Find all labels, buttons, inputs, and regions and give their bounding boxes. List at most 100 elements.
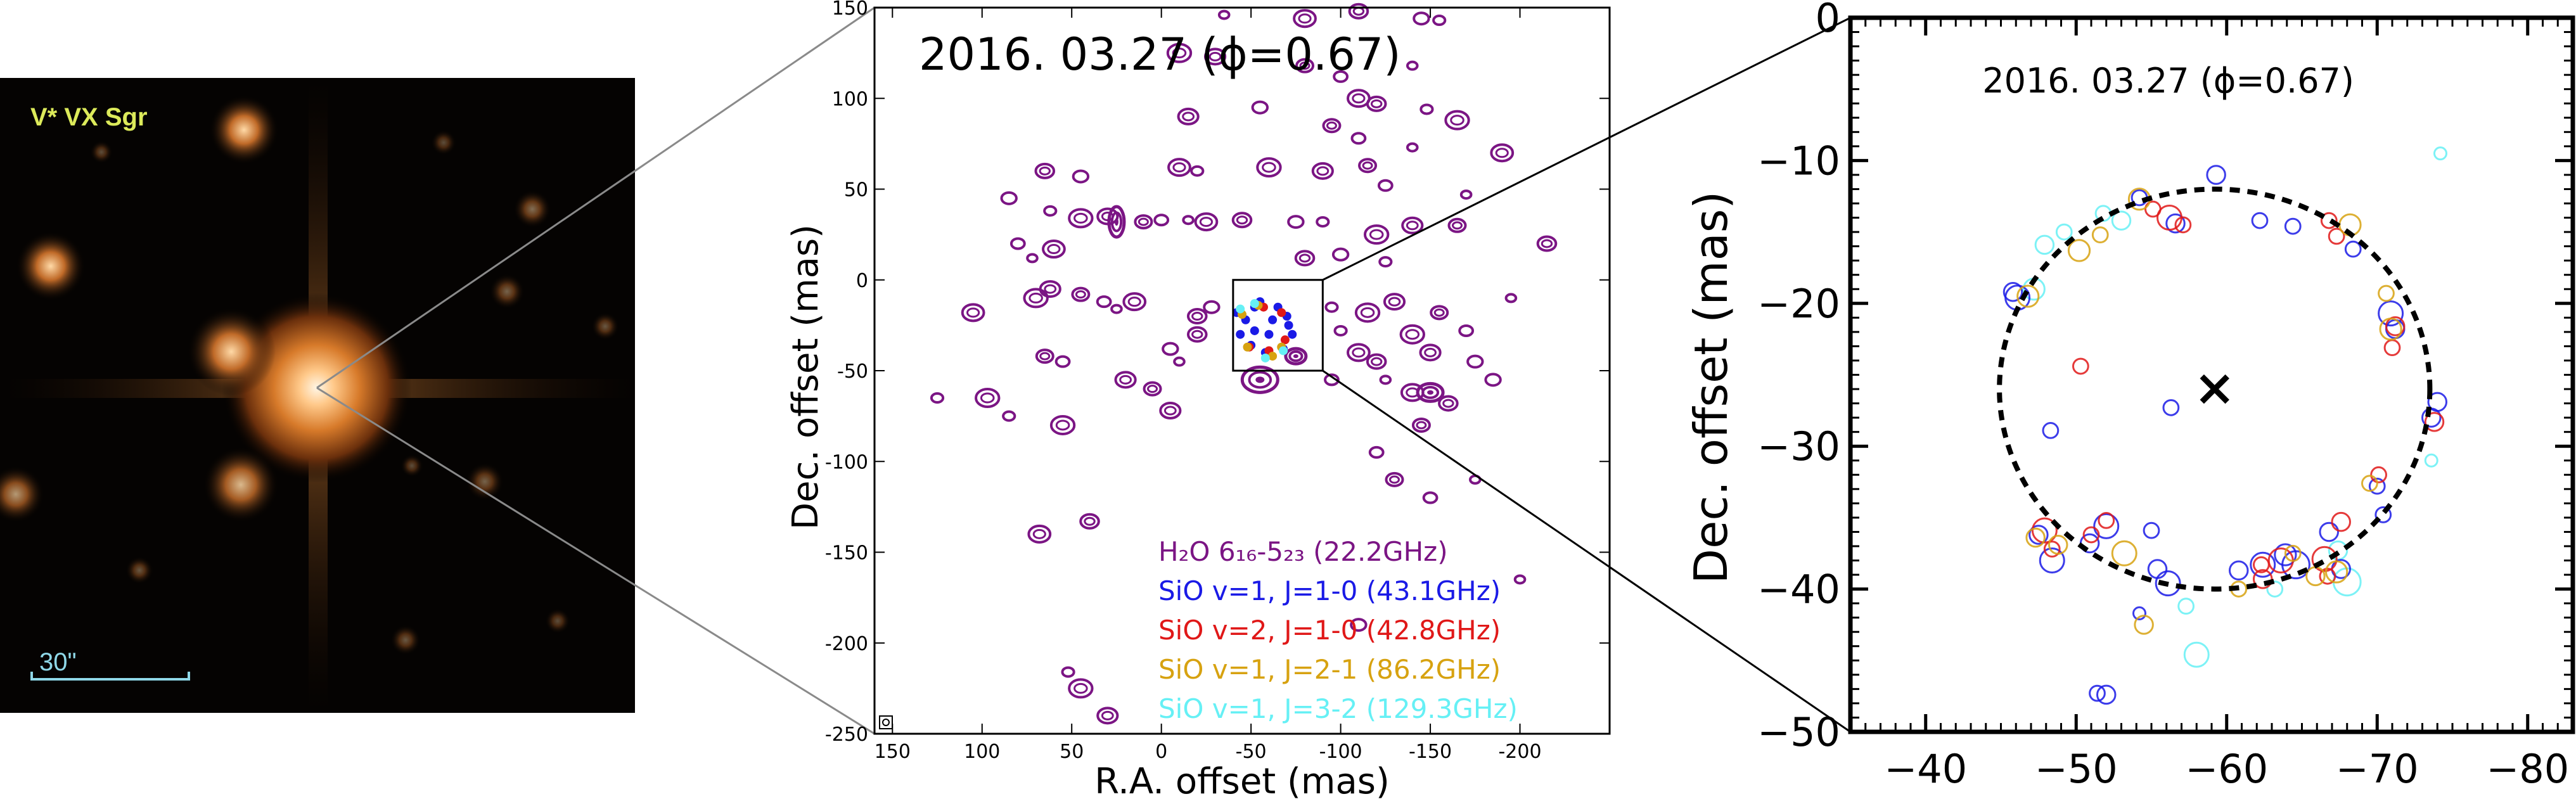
zoom-y-tick-label: −10 <box>1757 138 1840 184</box>
sio-maser-spot <box>2385 316 2406 336</box>
h2o-maser-spot <box>1114 371 1137 389</box>
sio-overview-spot <box>1260 353 1270 362</box>
sio-maser-spot <box>2039 547 2065 574</box>
beam-ellipse <box>882 719 890 726</box>
h2o-maser-spot <box>1401 216 1424 234</box>
h2o-maser-spot <box>1177 107 1200 125</box>
h2o-maser-spot <box>1447 217 1467 233</box>
h2o-maser-spot <box>961 303 985 323</box>
h2o-maser-spot <box>1322 118 1342 134</box>
sio-maser-spot <box>2143 521 2160 539</box>
h2o-maser-spot <box>1490 143 1515 163</box>
legend-entry: SiO v=1, J=3-2 (129.3GHz) <box>1158 693 1518 724</box>
sio-overview-spot <box>1277 308 1286 317</box>
overview-x-tick-label: -150 <box>1409 741 1452 763</box>
sio-maser-spot <box>2284 217 2302 235</box>
overview-y-tick-label: -200 <box>825 633 868 655</box>
sio-maser-spot <box>2055 223 2073 241</box>
sio-maser-spot <box>2305 566 2326 587</box>
sio-maser-spot <box>2155 570 2181 597</box>
h2o-maser-spot <box>1444 110 1470 131</box>
h2o-maser-spot <box>1324 301 1339 313</box>
sio-maser-spot <box>2319 521 2339 542</box>
sio-maser-spot <box>2266 580 2284 598</box>
sio-overview-spot <box>1279 346 1288 355</box>
legend-entry: SiO v=1, J=1-0 (43.1GHz) <box>1158 575 1501 606</box>
h2o-maser-spot <box>1167 158 1191 177</box>
sio-maser-spot <box>2134 615 2154 635</box>
h2o-maser-spot <box>1000 191 1018 205</box>
h2o-maser-spot <box>1026 253 1039 264</box>
sio-maser-spot <box>2274 543 2297 566</box>
sio-maser-spot <box>2370 466 2387 483</box>
sio-maser-spot <box>2368 477 2386 495</box>
overview-x-tick-label: -100 <box>1319 741 1362 763</box>
h2o-maser-spot <box>1203 48 1227 66</box>
h2o-maser-spot <box>1042 240 1066 259</box>
sio-maser-spot <box>2250 551 2276 578</box>
sio-maser-spot <box>2031 517 2058 544</box>
h2o-maser-spot <box>1350 618 1368 632</box>
sio-maser-spot <box>2093 513 2120 539</box>
h2o-maser-spot <box>1256 157 1282 178</box>
h2o-maser-spot <box>1513 574 1527 585</box>
sio-maser-spot <box>2034 234 2055 255</box>
h2o-maser-spot <box>1422 491 1439 504</box>
h2o-maser-spot <box>1366 353 1387 370</box>
zoom-x-tick-label: −70 <box>2336 746 2419 792</box>
h2o-maser-spot <box>1251 100 1269 115</box>
h2o-maser-spot <box>1377 179 1394 192</box>
h2o-maser-spot <box>1009 237 1026 250</box>
h2o-maser-spot <box>1166 42 1193 63</box>
legend-entry: SiO v=2, J=1-0 (42.8GHz) <box>1158 615 1501 646</box>
h2o-maser-spot <box>1143 381 1162 397</box>
overview-y-tick-label: 0 <box>856 270 868 292</box>
h2o-maser-spot <box>1411 417 1431 433</box>
sio-overview-spot <box>1250 298 1259 308</box>
h2o-maser-spot <box>1190 165 1205 177</box>
zoom-y-tick-label: −40 <box>1757 566 1840 613</box>
sio-maser-spot <box>2229 560 2249 581</box>
zoom-y-tick-label: −50 <box>1757 709 1840 755</box>
zoom-x-tick-label: −50 <box>2035 746 2118 792</box>
sio-maser-spot <box>2002 282 2023 302</box>
sio-maser-spot <box>2361 475 2378 492</box>
h2o-maser-spot <box>1186 326 1208 343</box>
zoom-region-box <box>1232 279 1324 372</box>
overview-x-tick-label: -200 <box>1498 741 1541 763</box>
sio-overview-spot <box>1268 315 1278 324</box>
sio-maser-spot <box>2147 559 2168 579</box>
h2o-maser-spot <box>1484 373 1502 387</box>
h2o-maser-spot <box>1333 324 1348 336</box>
h2o-maser-spot <box>1432 15 1447 27</box>
sio-maser-spot <box>2096 684 2117 705</box>
sio-maser-spot <box>2253 556 2270 573</box>
h2o-maser-spot <box>1043 205 1058 217</box>
h2o-maser-spot <box>1203 300 1221 314</box>
sio-maser-spot <box>2379 317 2402 341</box>
h2o-maser-spot <box>1379 374 1392 385</box>
sio-maser-spot <box>2048 534 2068 555</box>
sio-maser-spot <box>2174 216 2192 234</box>
h2o-maser-clump <box>1284 347 1308 366</box>
sio-maser-spot <box>2025 527 2046 548</box>
h2o-maser-spot <box>1504 293 1518 304</box>
sio-maser-spot <box>2284 544 2302 562</box>
sio-maser-spot <box>2028 525 2049 545</box>
zoom-connector-bottom <box>1322 369 1851 733</box>
h2o-maser-spot <box>1459 189 1473 200</box>
zoom-y-tick-label: −30 <box>1757 423 1840 470</box>
h2o-maser-spot <box>1034 162 1056 179</box>
overview-y-tick-label: -100 <box>825 451 868 473</box>
beam-box <box>879 715 893 729</box>
sio-maser-spot <box>2374 506 2392 523</box>
h2o-maser-spot <box>1295 58 1315 74</box>
sio-maser-spot <box>2433 146 2447 161</box>
h2o-maser-spot <box>1079 513 1100 530</box>
scale-bar: 30" <box>30 648 190 681</box>
sio-overview-spot <box>1288 329 1297 339</box>
sio-maser-spot <box>2111 540 2137 566</box>
zoom-y-tick-label: 0 <box>1816 0 1840 41</box>
sio-maser-spot <box>2328 227 2345 245</box>
h2o-maser-spot <box>1173 356 1186 367</box>
